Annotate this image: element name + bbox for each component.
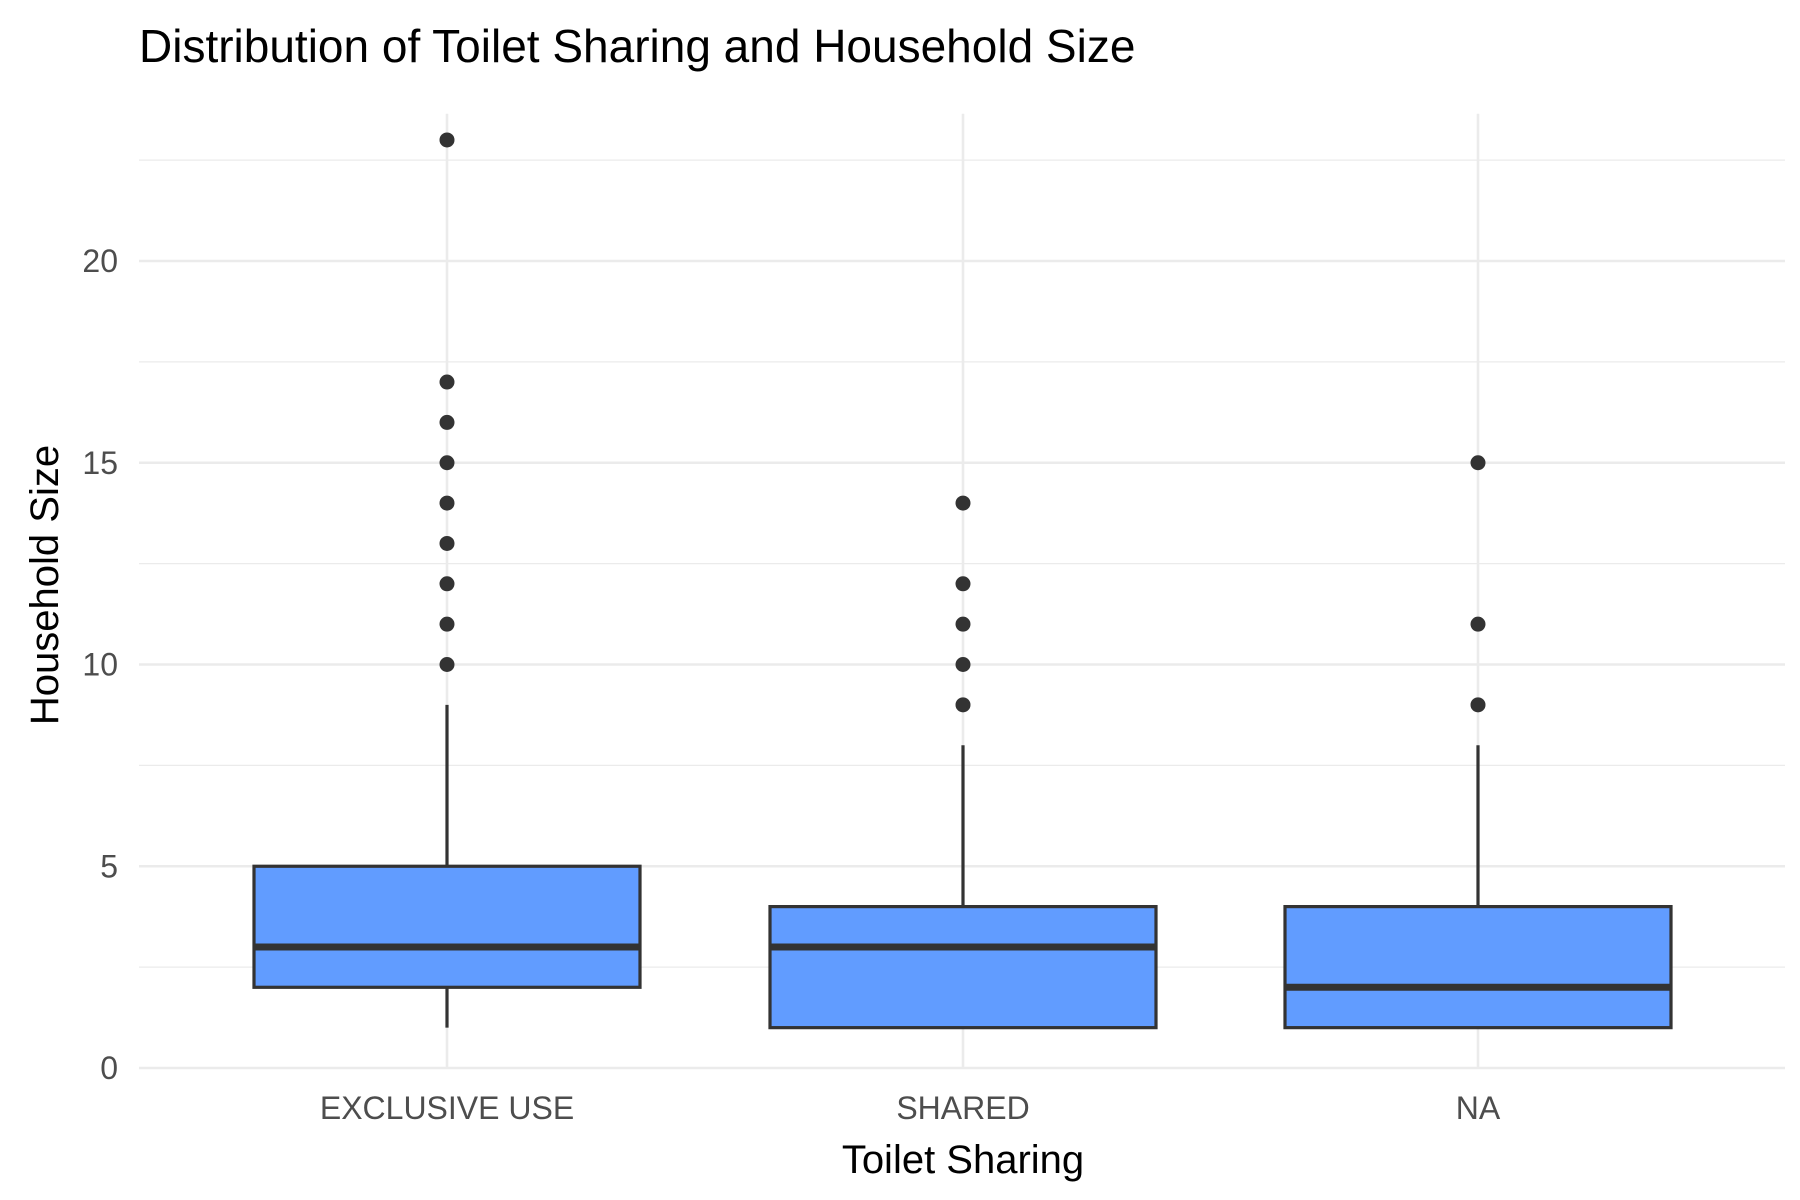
outlier-point <box>955 495 971 511</box>
outlier-point <box>439 576 455 592</box>
outlier-point <box>439 657 455 672</box>
boxplot-na <box>1283 455 1673 1030</box>
outlier-point <box>1470 616 1486 632</box>
y-tick-label: 5 <box>100 848 118 884</box>
y-axis-tick-labels: 0 5 10 15 20 <box>82 243 118 1086</box>
outlier-point <box>955 657 971 672</box>
chart-title: Distribution of Toilet Sharing and House… <box>139 20 1135 72</box>
iqr-box <box>252 864 642 989</box>
y-tick-label: 15 <box>82 445 118 481</box>
outlier-point <box>439 495 455 511</box>
iqr-box <box>768 904 1158 1030</box>
y-axis-title: Household Size <box>23 445 67 725</box>
boxplot-exclusive-use <box>252 132 642 1028</box>
outlier-point <box>439 132 455 148</box>
x-axis-tick-labels: EXCLUSIVE USE SHARED NA <box>320 1090 1501 1126</box>
outlier-point <box>439 374 455 390</box>
outlier-point <box>1470 697 1486 713</box>
x-tick-label: EXCLUSIVE USE <box>320 1090 574 1126</box>
y-tick-label: 20 <box>82 243 118 279</box>
x-tick-label: NA <box>1456 1090 1501 1126</box>
iqr-box <box>1283 904 1673 1030</box>
outlier-point <box>439 455 455 471</box>
boxplots <box>252 132 1673 1030</box>
outlier-point <box>955 576 971 592</box>
outlier-point <box>955 697 971 713</box>
outlier-point <box>1470 455 1486 471</box>
outlier-point <box>439 414 455 430</box>
x-axis-title: Toilet Sharing <box>842 1138 1084 1182</box>
y-tick-label: 0 <box>100 1050 118 1086</box>
x-tick-label: SHARED <box>896 1090 1029 1126</box>
outlier-point <box>439 535 455 551</box>
outlier-point <box>955 616 971 632</box>
outlier-point <box>439 616 455 632</box>
boxplot-shared <box>768 495 1158 1030</box>
y-tick-label: 10 <box>82 647 118 683</box>
